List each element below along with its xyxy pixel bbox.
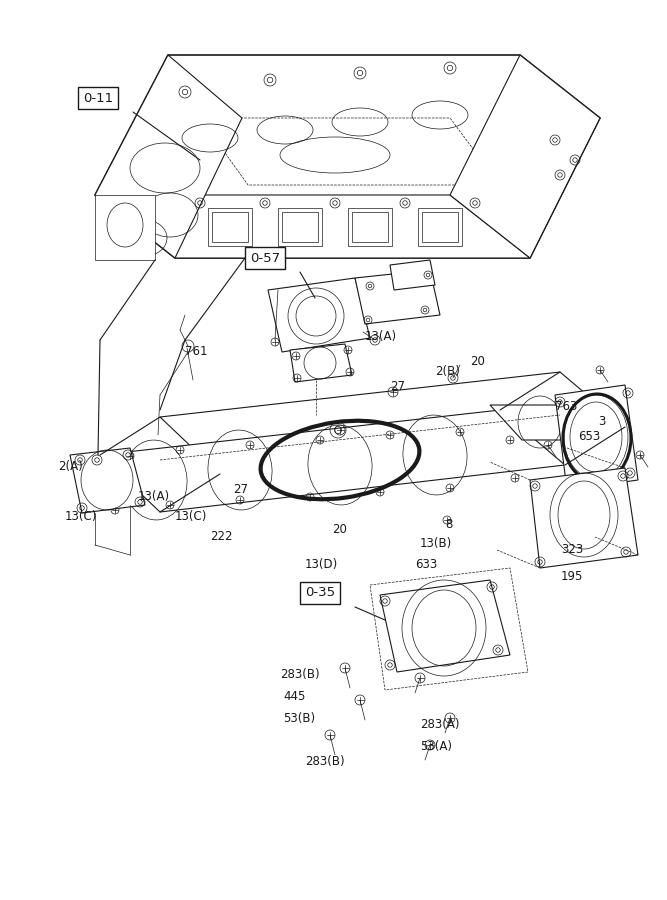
Text: 761: 761 — [185, 345, 207, 358]
Text: 13(C): 13(C) — [65, 510, 97, 523]
Bar — [212, 212, 248, 242]
Polygon shape — [160, 372, 625, 474]
Polygon shape — [95, 195, 155, 260]
Polygon shape — [355, 270, 440, 324]
Text: 20: 20 — [332, 523, 347, 536]
Polygon shape — [490, 405, 598, 440]
Text: 0-11: 0-11 — [83, 92, 113, 104]
Text: 0-35: 0-35 — [305, 587, 335, 599]
Text: 53(A): 53(A) — [420, 740, 452, 753]
Polygon shape — [95, 195, 530, 258]
Text: 20: 20 — [470, 355, 485, 368]
Polygon shape — [530, 468, 638, 568]
Polygon shape — [290, 344, 352, 382]
Bar — [282, 212, 318, 242]
Polygon shape — [555, 385, 638, 490]
Bar — [422, 212, 458, 242]
Polygon shape — [268, 278, 370, 352]
Text: 3: 3 — [598, 415, 606, 428]
Polygon shape — [390, 260, 435, 290]
Polygon shape — [95, 55, 242, 258]
Text: 8: 8 — [445, 518, 452, 531]
Text: 195: 195 — [561, 570, 584, 583]
Text: 53(B): 53(B) — [283, 712, 315, 725]
Text: 222: 222 — [210, 530, 233, 543]
Text: 633: 633 — [415, 558, 438, 571]
Text: 653: 653 — [578, 430, 600, 443]
Text: 2(A): 2(A) — [58, 460, 83, 473]
Text: 13(D): 13(D) — [305, 558, 338, 571]
Text: 283(A): 283(A) — [420, 718, 460, 731]
Text: 27: 27 — [233, 483, 248, 496]
Bar — [348, 208, 392, 246]
Bar — [352, 212, 388, 242]
Text: 0-57: 0-57 — [250, 251, 280, 265]
Text: 2(B): 2(B) — [435, 365, 460, 378]
Text: 763: 763 — [555, 400, 578, 413]
Text: 27: 27 — [390, 380, 405, 393]
Text: 13(B): 13(B) — [420, 537, 452, 550]
Polygon shape — [70, 448, 145, 513]
Text: 445: 445 — [283, 690, 305, 703]
Bar — [278, 208, 322, 246]
Text: 13(C): 13(C) — [175, 510, 207, 523]
Text: 323: 323 — [561, 543, 583, 556]
Polygon shape — [380, 580, 510, 672]
Text: 283(B): 283(B) — [305, 755, 345, 768]
Polygon shape — [100, 410, 565, 512]
Text: 13(A): 13(A) — [365, 330, 397, 343]
Text: 13(A): 13(A) — [138, 490, 170, 503]
Bar — [418, 208, 462, 246]
Text: 283(B): 283(B) — [280, 668, 319, 681]
Bar — [208, 208, 252, 246]
Polygon shape — [450, 55, 600, 258]
Polygon shape — [95, 55, 600, 258]
